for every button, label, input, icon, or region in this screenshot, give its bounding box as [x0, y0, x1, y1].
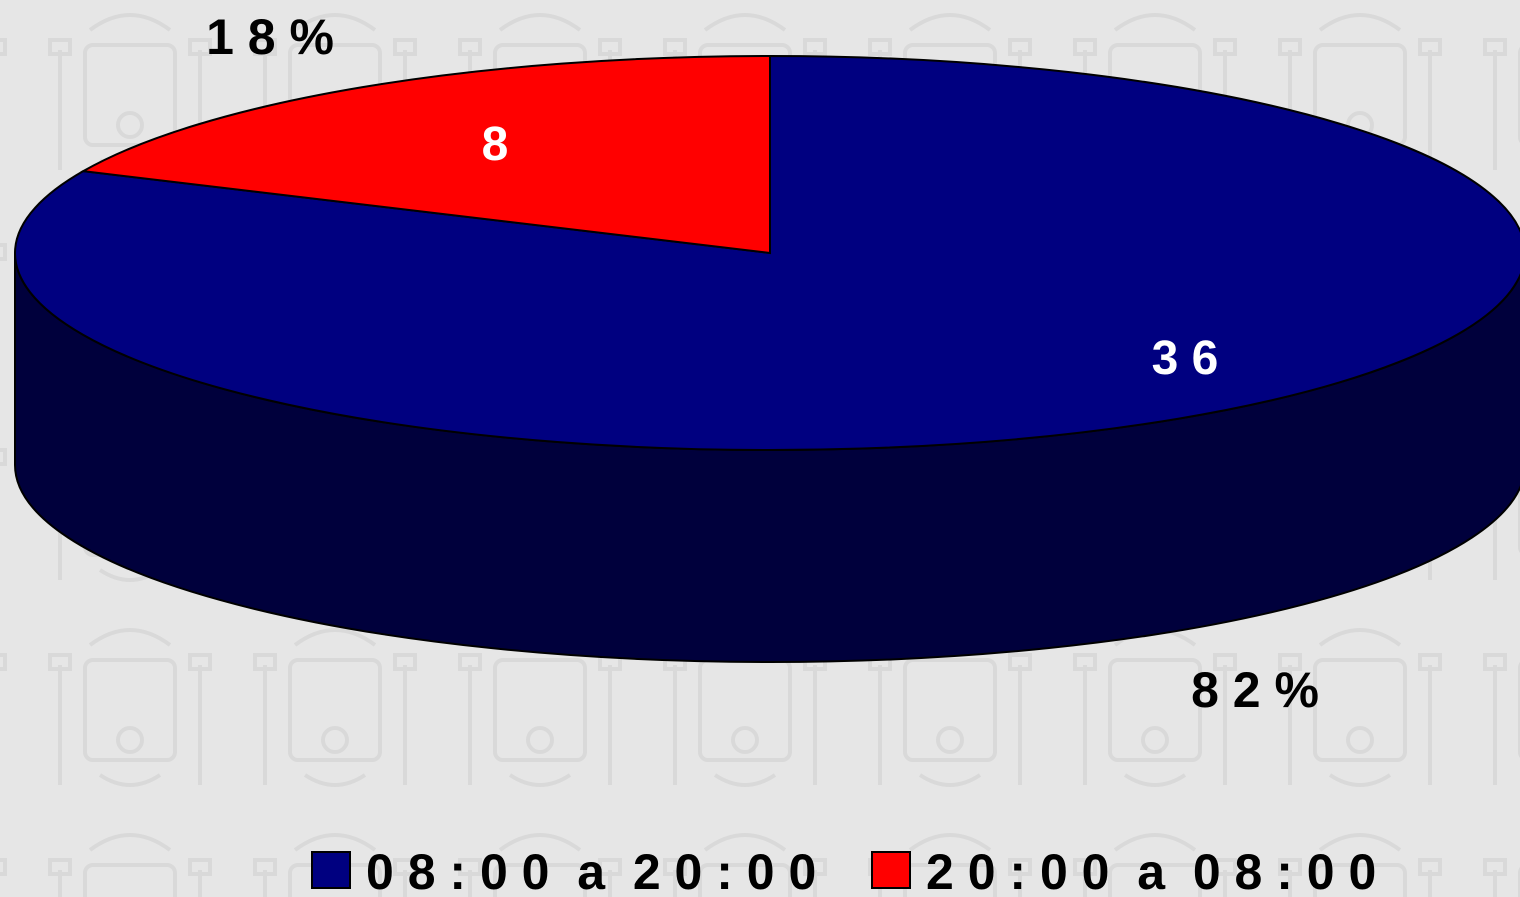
legend-label-08-20: 0 8 : 0 0 a 2 0 : 0 0	[366, 844, 816, 897]
slice-value-label-08-20: 3 6	[1152, 332, 1219, 385]
slice-percent-label-08-20: 8 2 %	[1191, 662, 1319, 718]
legend: 0 8 : 0 0 a 2 0 : 0 0 2 0 : 0 0 a 0 8 : …	[311, 844, 1376, 897]
slice-percent-label-20-08: 1 8 %	[206, 9, 334, 65]
legend-swatch-08-20	[311, 851, 351, 889]
pie-slice-1	[80, 54, 771, 255]
pie-top-face	[14, 54, 1520, 451]
legend-swatch-20-08	[871, 851, 911, 889]
slice-value-label-20-08: 8	[482, 118, 509, 171]
legend-label-20-08: 2 0 : 0 0 a 0 8 : 0 0	[926, 844, 1376, 897]
